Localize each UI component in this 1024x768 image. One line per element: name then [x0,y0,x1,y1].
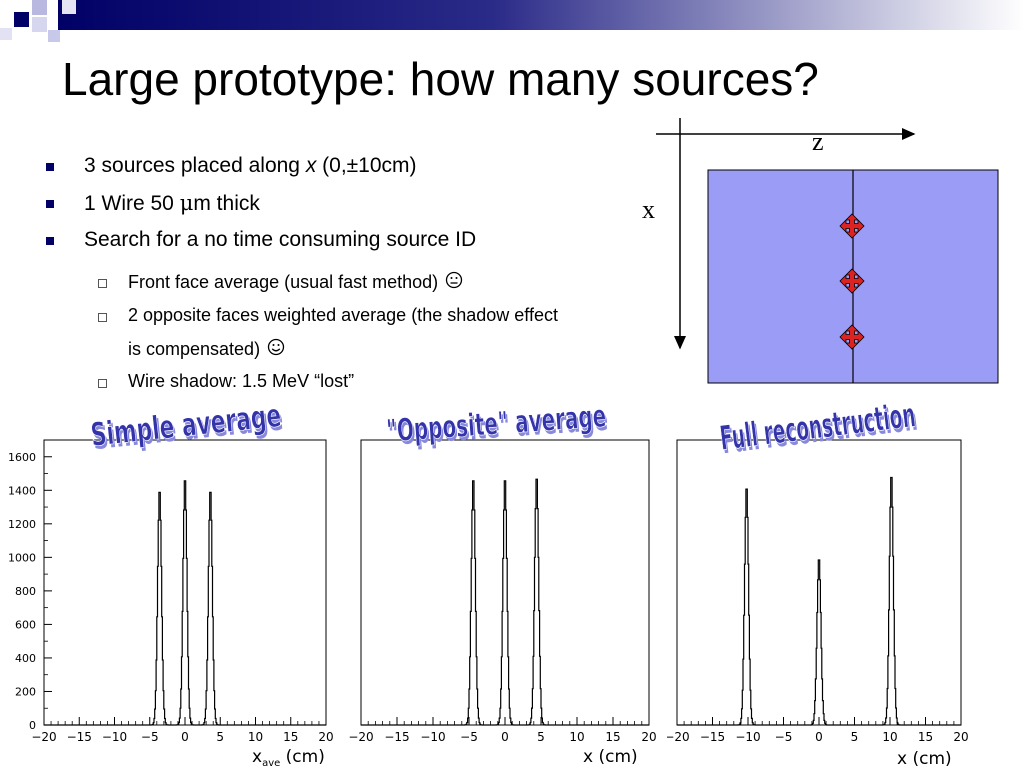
plot-full-reconstruction: −20 −15 −10 −5 0 5 10 15 20 x (cm) Full reconstr… [667,400,969,768]
plot-x-label: x (cm) [583,747,638,767]
subbullet-text: 2 opposite faces weighted average (the s… [128,305,558,325]
x-tick-label: 10 [248,730,263,744]
x-tick-label: 0 [181,730,189,744]
x-tick-label: 5 [537,730,545,744]
bullet-marker-icon [46,237,54,245]
subbullet-wire-shadow: Wire shadow: 1.5 MeV “lost” [128,371,354,392]
banner-square [14,12,29,27]
header-banner [0,0,1024,42]
x-label-unit: (cm) [280,747,325,767]
neutral-face-icon [446,271,463,289]
banner-gradient-bar [58,0,1024,30]
x-tick-label: −20 [348,730,373,744]
plot-x-label: x (cm) [897,749,952,768]
x-tick-label: −10 [102,730,127,744]
x-tick-label: 20 [953,730,968,744]
plot-frame [676,439,962,726]
x-tick-label: −10 [735,730,760,744]
x-axis-label: x [642,195,655,224]
x-tick-label: 15 [283,730,298,744]
banner-square [32,0,47,15]
histogram-line [677,476,961,726]
subbullet-text: Wire shadow: 1.5 MeV “lost” [128,371,355,391]
source-marker-icon [839,213,865,239]
smiley-face-icon [267,338,285,356]
subbullet-text: Front face average (usual fast method) [128,272,444,292]
bullet-text: (0,±10cm) [316,154,417,177]
banner-square [48,30,60,42]
subbullet-marker-icon [98,279,107,288]
x-label-sub: ave [262,758,280,768]
xticks-group: −20 −15 −10 −5 0 5 10 15 20 [348,717,657,744]
x-tick-label: 10 [569,730,584,744]
x-tick-label: −20 [667,730,690,744]
x-tick-label: 10 [882,730,897,744]
y-tick-label: 1600 [8,451,36,464]
x-label-var: x [252,747,262,767]
bullet-text: 3 sources placed along [84,154,306,177]
detector-diagram: z x [642,118,999,384]
banner-square [62,0,76,14]
plot-frame [360,439,650,726]
source-marker-icon [839,268,865,294]
xticks-group: −20 −15 −10 −5 0 5 10 15 20 [667,717,969,744]
y-tick-label: 600 [15,618,36,631]
plot-frame [43,439,327,726]
bullet-sources: 3 sources placed along x (0,±10cm) [84,154,417,178]
x-tick-label: 20 [641,730,656,744]
bullet-marker-icon [46,200,54,208]
y-tick-label: 1200 [8,518,36,531]
x-tick-label: −15 [700,730,725,744]
subbullet-marker-icon [98,379,107,388]
bullet-text: 1 Wire 50 [84,192,180,215]
y-tick-label: 1000 [8,551,36,564]
subbullet-front-face: Front face average (usual fast method) [128,271,463,293]
x-tick-label: −10 [420,730,445,744]
y-tick-label: 1400 [8,484,36,497]
bullet-marker-icon [46,163,54,171]
x-tick-label: 0 [501,730,509,744]
banner-title: "Opposite" average "Opposite" average [385,400,609,453]
x-tick-label: −5 [460,730,478,744]
x-tick-label: 0 [815,730,823,744]
bullet-var-x: x [305,154,317,177]
bullet-wire: 1 Wire 50 μm thick [84,191,260,216]
x-tick-label: −5 [141,730,159,744]
x-tick-label: −15 [384,730,409,744]
y-tick-label: 400 [15,652,36,665]
bullet-text: m thick [193,192,260,215]
subbullet-text: is compensated) [128,339,266,359]
y-tick-label: 0 [29,719,36,732]
page-title: Large prototype: how many sources? [62,53,819,105]
xticks-group: −20 −15 −10 −5 0 5 10 15 20 [31,717,334,744]
banner-title: Simple average Simple average [89,400,285,457]
bullet-text: Search for a no time consuming source ID [84,228,477,251]
y-tick-label: 800 [15,585,36,598]
x-tick-label: 20 [318,730,333,744]
x-tick-label: −5 [775,730,793,744]
z-axis-label: z [812,127,824,156]
subbullet-marker-icon [98,313,107,322]
x-tick-label: 15 [605,730,620,744]
banner-title: Full reconstruction Full reconstruction [718,400,920,462]
x-tick-label: 5 [216,730,224,744]
x-tick-label: −20 [31,730,56,744]
subbullet-opposite-faces: 2 opposite faces weighted average (the s… [128,305,558,326]
x-tick-label: 15 [918,730,933,744]
plot-x-label: xave (cm) [252,747,325,768]
yticks-group: 0 200 400 600 800 1000 1200 1400 1600 [8,439,52,732]
x-tick-label: −15 [67,730,92,744]
banner-square [32,17,47,32]
subbullet-opposite-faces-cont: is compensated) [128,338,285,360]
bullet-search: Search for a no time consuming source ID [84,228,476,252]
histogram-line [361,478,649,726]
bullet-mu-symbol: μ [179,191,194,215]
plot-opposite-average: −20 −15 −10 −5 0 5 10 15 20 x (cm) "Opposite" av… [348,400,657,767]
banner-square [0,28,12,40]
source-marker-icon [839,324,865,350]
histogram-line [44,480,326,726]
y-tick-label: 200 [15,685,36,698]
x-tick-label: 5 [851,730,859,744]
